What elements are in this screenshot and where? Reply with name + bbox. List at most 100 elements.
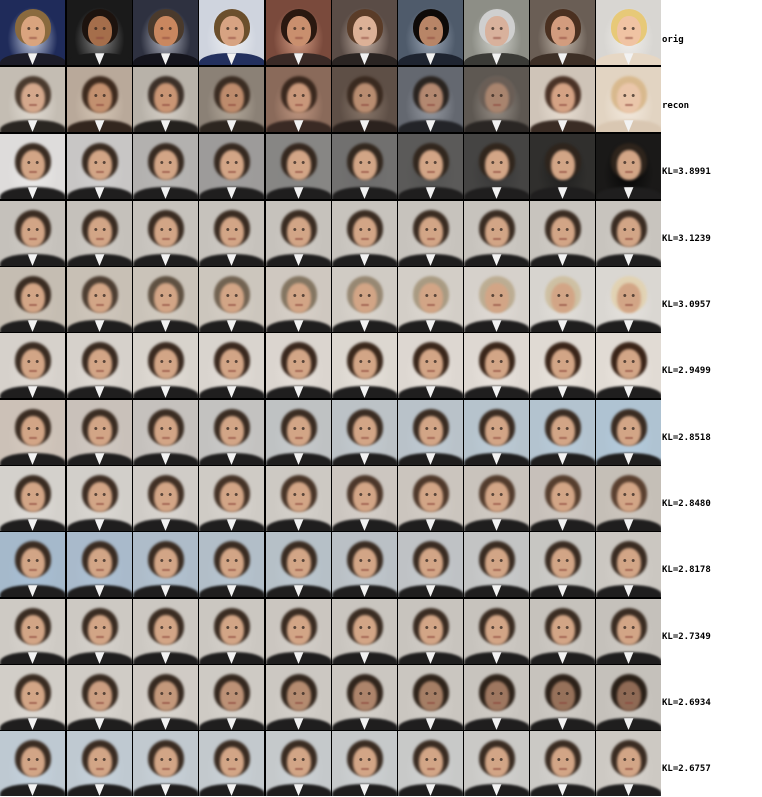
face-shape <box>484 747 509 777</box>
collar-shape <box>226 652 237 664</box>
mouth-shape <box>227 503 236 505</box>
eyes-shape <box>158 559 173 562</box>
mouth-shape <box>161 37 170 39</box>
eyes-shape <box>357 427 372 430</box>
face-shape <box>286 83 311 113</box>
eyes-shape <box>621 758 636 761</box>
collar-shape <box>293 519 304 531</box>
face-image <box>67 731 132 796</box>
collar-shape <box>491 652 502 664</box>
row-label-column: orig recon KL=3.8991 KL=3.1239 KL=3.0957 KL=2… <box>661 0 762 796</box>
eyes-shape <box>489 294 504 297</box>
mouth-shape <box>558 702 567 704</box>
mouth-shape <box>624 636 633 638</box>
collar-shape <box>226 453 237 465</box>
face-shape <box>87 615 112 645</box>
collar-shape <box>491 453 502 465</box>
face-shape <box>616 615 641 645</box>
face-image <box>133 532 198 597</box>
face-image <box>199 731 264 796</box>
mouth-shape <box>360 370 369 372</box>
mouth-shape <box>558 768 567 770</box>
collar-shape <box>359 718 370 730</box>
eyes-shape <box>25 228 40 231</box>
face-image <box>596 67 661 132</box>
collar-shape <box>491 254 502 266</box>
eyes-shape <box>158 27 173 30</box>
face-shape <box>352 83 377 113</box>
face-shape <box>616 416 641 446</box>
face-image <box>530 201 595 266</box>
face-shape <box>87 150 112 180</box>
mouth-shape <box>558 569 567 571</box>
collar-shape <box>623 254 634 266</box>
eyes-shape <box>224 692 239 695</box>
collar-shape <box>557 254 568 266</box>
eyes-shape <box>357 228 372 231</box>
eyes-shape <box>489 27 504 30</box>
eyes-shape <box>158 758 173 761</box>
mouth-shape <box>360 171 369 173</box>
face-shape <box>153 615 178 645</box>
mouth-shape <box>161 304 170 306</box>
face-image <box>199 267 264 332</box>
eyes-shape <box>423 692 438 695</box>
face-image <box>199 0 264 65</box>
face-shape <box>153 548 178 578</box>
mouth-shape <box>161 104 170 106</box>
image-row <box>0 0 661 66</box>
face-shape <box>352 349 377 379</box>
face-shape <box>616 150 641 180</box>
mouth-shape <box>360 636 369 638</box>
collar-shape <box>425 254 436 266</box>
face-image <box>398 400 463 465</box>
eyes-shape <box>25 27 40 30</box>
face-image <box>464 532 529 597</box>
mouth-shape <box>624 171 633 173</box>
mouth-shape <box>558 437 567 439</box>
eyes-shape <box>555 360 570 363</box>
mouth-shape <box>492 370 501 372</box>
eyes-shape <box>224 360 239 363</box>
eyes-shape <box>621 94 636 97</box>
face-shape <box>87 83 112 113</box>
face-image <box>398 665 463 730</box>
collar-shape <box>94 453 105 465</box>
collar-shape <box>491 53 502 65</box>
collar-shape <box>623 187 634 199</box>
mouth-shape <box>294 636 303 638</box>
face-shape <box>418 283 443 313</box>
face-image <box>398 201 463 266</box>
face-shape <box>418 217 443 247</box>
mouth-shape <box>95 768 104 770</box>
face-image <box>530 532 595 597</box>
collar-shape <box>226 120 237 132</box>
collar-shape <box>27 784 38 796</box>
eyes-shape <box>92 360 107 363</box>
mouth-shape <box>227 437 236 439</box>
row-label: KL=2.8518 <box>662 433 711 443</box>
face-image <box>530 67 595 132</box>
face-image <box>530 665 595 730</box>
mouth-shape <box>426 569 435 571</box>
face-shape <box>550 217 575 247</box>
face-image <box>464 400 529 465</box>
face-image <box>266 201 331 266</box>
face-image <box>530 466 595 531</box>
mouth-shape <box>426 503 435 505</box>
face-image <box>0 466 65 531</box>
face-shape <box>550 283 575 313</box>
eyes-shape <box>224 493 239 496</box>
face-image <box>0 267 65 332</box>
mouth-shape <box>95 636 104 638</box>
collar-shape <box>226 320 237 332</box>
collar-shape <box>293 187 304 199</box>
face-image <box>398 599 463 664</box>
face-image <box>266 267 331 332</box>
face-image <box>398 333 463 398</box>
face-shape <box>20 83 45 113</box>
collar-shape <box>557 120 568 132</box>
face-image <box>0 134 65 199</box>
mouth-shape <box>624 437 633 439</box>
mouth-shape <box>294 702 303 704</box>
